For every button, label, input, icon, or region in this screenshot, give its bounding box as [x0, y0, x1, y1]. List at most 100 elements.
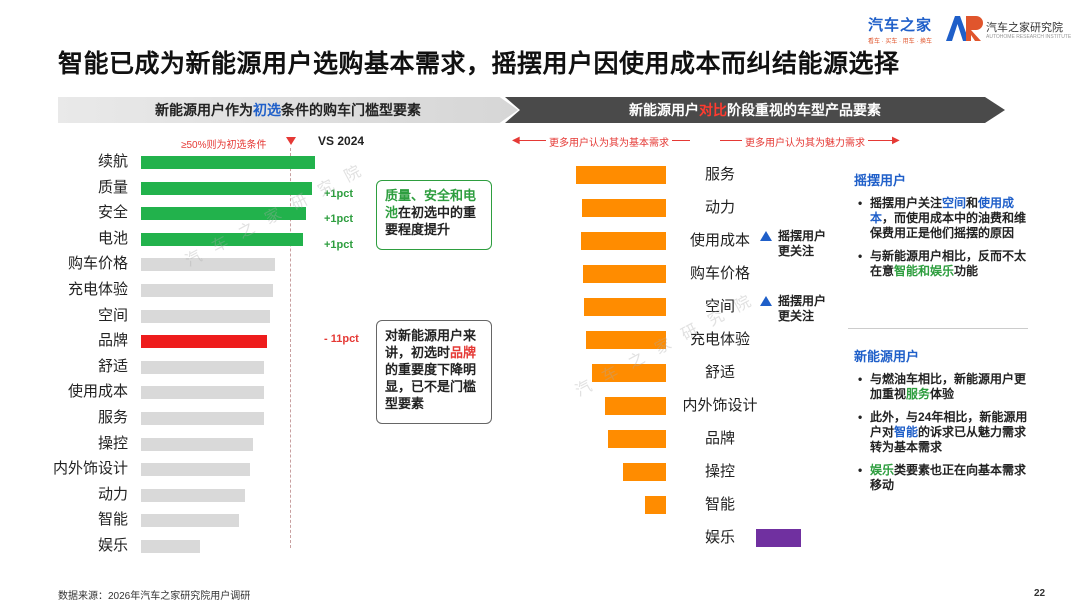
swing-note-cost-l2: 更关注 — [778, 244, 815, 258]
right-bar — [582, 199, 666, 217]
right-banner-post: 阶段重视的车型产品要素 — [727, 102, 881, 118]
right-category-label: 使用成本 — [689, 232, 750, 249]
left-bar — [141, 181, 312, 195]
swing-note-space: 摇摆用户 更关注 — [760, 294, 826, 324]
left-bar — [141, 360, 265, 374]
right-category-label: 内外饰设计 — [682, 397, 758, 414]
right-category-label: 充电体验 — [689, 331, 750, 348]
nev-users-list: 与燃油车相比，新能源用户更加重视服务体验 此外，与24年相比，新能源用户对智能的… — [854, 372, 1030, 501]
left-category-label: 舒适 — [97, 357, 128, 375]
callout-quality-safety: 质量、安全和电池在初选中的重要程度提升 — [376, 180, 492, 250]
threshold-label: ≥50%则为初选条件 — [181, 140, 267, 151]
left-category-label: 充电体验 — [67, 281, 128, 298]
left-bar — [141, 514, 239, 528]
swing-item-1-post: ，而使用成本中的油费和维保费用正是他们摇摆的原因 — [870, 211, 1027, 240]
right-category-label: 娱乐 — [704, 529, 735, 546]
left-bar — [141, 488, 245, 502]
left-category-label: 智能 — [97, 511, 128, 529]
threshold-arrow-icon — [286, 137, 296, 145]
callout-gray-pre: 对新能源用户来讲，初选时 — [385, 328, 477, 360]
swing-item-1-hl1: 空间 — [942, 196, 967, 210]
triangle-up-icon — [760, 296, 772, 306]
left-banner-highlight: 初选 — [253, 102, 281, 118]
nev-item-1: 与燃油车相比，新能源用户更加重视服务体验 — [854, 372, 1030, 402]
data-source: 数据来源：2026年汽车之家研究院用户调研 — [58, 591, 251, 602]
brand-right-sub: AUTOHOME RESEARCH INSTITUTE — [986, 34, 1072, 40]
vs-2024-change: +1pct — [324, 238, 354, 251]
callout-brand: 对新能源用户来讲，初选时品牌的重要度下降明显，已不是门槛型要素 — [376, 320, 492, 424]
left-bar — [141, 437, 253, 451]
swing-note-space-l2: 更关注 — [778, 309, 815, 323]
right-category-label: 舒适 — [704, 364, 735, 381]
left-bar — [141, 207, 307, 221]
threshold-line — [290, 148, 291, 548]
right-banner-pre: 新能源用户 — [629, 102, 699, 118]
left-category-label: 内外饰设计 — [52, 460, 128, 478]
left-bar — [141, 540, 200, 553]
nev-item-1-post: 体验 — [930, 387, 955, 401]
swing-note-space-l1: 摇摆用户 — [778, 294, 827, 308]
callout-green-text: 在初选中的重要程度提升 — [385, 205, 477, 237]
right-bar — [576, 166, 666, 184]
left-category-label: 购车价格 — [67, 255, 128, 273]
right-bar — [645, 496, 666, 514]
swing-item-1-hl2: 使用成本 — [870, 196, 1015, 225]
right-bar — [623, 463, 666, 481]
left-category-label: 操控 — [97, 434, 128, 452]
swing-item-1-mid: 和 — [966, 196, 979, 210]
swing-item-2: 与新能源用户相比，反而不太在意智能和娱乐功能 — [854, 249, 1030, 279]
axis-label-basic: 更多用户认为其为基本需求 — [546, 134, 672, 149]
callout-gray-post: 的重要度下降明显，已不是门槛型要素 — [385, 362, 477, 411]
nev-item-1-pre: 与燃油车相比，新能源用户更加重视 — [870, 372, 1027, 401]
left-category-label: 品牌 — [97, 332, 128, 350]
swing-item-2-hl1: 智能和娱乐 — [894, 264, 955, 278]
right-bar — [608, 430, 666, 448]
left-category-label: 动力 — [97, 485, 128, 503]
vs-2024-label: VS 2024 — [318, 134, 365, 148]
right-banner-highlight: 对比 — [699, 102, 727, 118]
brand-right-text: 汽车之家研究院 — [986, 22, 1063, 34]
callout-green-highlight: 质量、安全和电池 — [385, 188, 477, 220]
nev-item-2-hl1: 智能 — [894, 425, 919, 439]
nev-item-3: 娱乐类要素也正在向基本需求移动 — [854, 463, 1030, 493]
right-category-label: 智能 — [704, 496, 735, 513]
left-category-label: 空间 — [97, 306, 128, 324]
left-bar — [141, 412, 265, 425]
left-banner-pre: 新能源用户作为 — [155, 102, 253, 118]
swing-item-2-post: 功能 — [954, 264, 979, 278]
left-bar — [141, 232, 304, 246]
swing-item-2-pre: 与新能源用户相比，反而不太在意 — [870, 249, 1027, 278]
callout-gray-highlight: 品牌 — [450, 345, 477, 360]
left-category-label: 安全 — [97, 204, 128, 222]
vs-2024-change: - 11pct — [324, 333, 359, 346]
right-category-label: 购车价格 — [689, 265, 750, 282]
right-bar — [584, 298, 666, 316]
research-institute-logo: 汽车之家研究院 AUTOHOME RESEARCH INSTITUTE — [944, 13, 1074, 43]
left-banner-post: 条件的购车门槛型要素 — [281, 102, 421, 118]
nev-item-2-pre: 此外，与24年相比，新能源用户对 — [870, 410, 1028, 439]
swing-note-cost: 摇摆用户 更关注 — [760, 229, 826, 259]
axis-label-attractive: 更多用户认为其为魅力需求 — [742, 134, 868, 149]
nev-users-heading: 新能源用户 — [854, 349, 920, 364]
left-bar — [141, 386, 265, 400]
swing-item-1: 摇摆用户关注空间和使用成本，而使用成本中的油费和维保费用正是他们摇摆的原因 — [854, 196, 1030, 241]
right-category-label: 空间 — [704, 298, 735, 315]
nev-item-3-hl1: 娱乐 — [870, 463, 895, 477]
autohome-logo: 汽车之家 看车 · 买车 · 用车 · 换车 — [868, 14, 933, 45]
page-title: 智能已成为新能源用户选购基本需求，摇摆用户因使用成本而纠结能源选择 — [58, 50, 900, 78]
left-category-label: 使用成本 — [67, 383, 128, 401]
swing-note-cost-l1: 摇摆用户 — [778, 229, 827, 243]
side-divider — [848, 328, 1028, 329]
swing-users-list: 摇摆用户关注空间和使用成本，而使用成本中的油费和维保费用正是他们摇摆的原因 与新… — [854, 196, 1030, 287]
right-bar — [605, 397, 666, 415]
triangle-up-icon — [760, 231, 772, 241]
brand-left-text: 汽车之家 — [868, 17, 933, 34]
left-bar — [141, 258, 276, 272]
left-category-label: 续航 — [97, 153, 128, 170]
right-bar — [586, 331, 666, 349]
right-banner: 新能源用户 对比 阶段重视的车型产品要素 — [505, 97, 1005, 123]
right-bar — [581, 232, 666, 250]
left-category-label: 娱乐 — [97, 537, 128, 554]
left-banner: 新能源用户作为 初选 条件的购车门槛型要素 — [58, 97, 518, 123]
left-category-label: 电池 — [97, 229, 128, 247]
